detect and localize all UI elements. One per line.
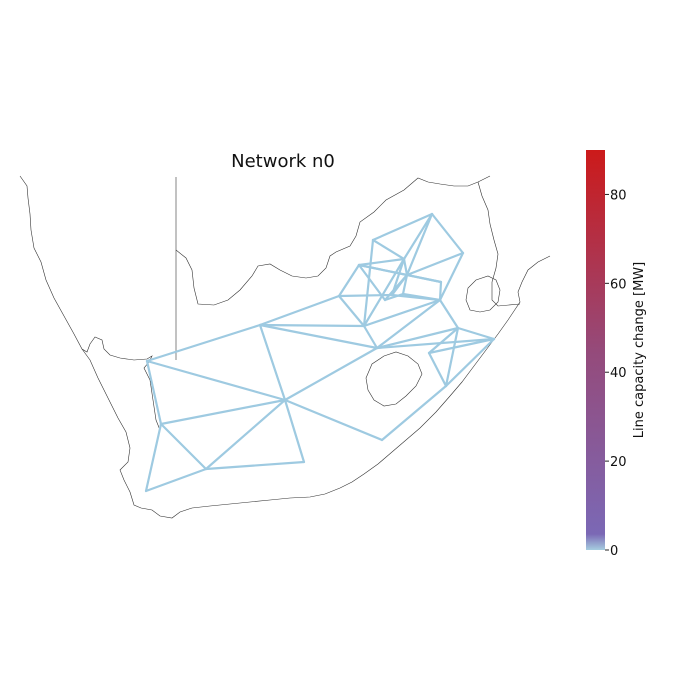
- transmission-line: [401, 273, 409, 296]
- transmission-line: [204, 398, 287, 471]
- colorbar-tick-label: 20: [610, 455, 627, 470]
- transmission-lines: [144, 212, 496, 493]
- colorbar-ticks: 0 20 40 60 80: [605, 188, 627, 559]
- transmission-line: [258, 323, 379, 350]
- transmission-line: [337, 263, 361, 298]
- transmission-line: [144, 422, 163, 493]
- transmission-line: [283, 398, 384, 442]
- transmission-line: [204, 460, 306, 471]
- transmission-line: [390, 257, 406, 297]
- transmission-line: [427, 326, 460, 355]
- transmission-line: [444, 337, 496, 388]
- transmission-line: [430, 212, 465, 255]
- transmission-line: [375, 326, 460, 350]
- transmission-line: [145, 359, 163, 426]
- transmission-line: [375, 337, 496, 350]
- transmission-line: [357, 263, 387, 302]
- transmission-line: [283, 346, 379, 402]
- transmission-line: [427, 351, 448, 388]
- transmission-line: [427, 337, 496, 355]
- transmission-line: [337, 294, 366, 328]
- transmission-line: [405, 273, 443, 284]
- transmission-line: [357, 257, 406, 267]
- transmission-line: [145, 359, 287, 402]
- transmission-line: [402, 212, 434, 261]
- transmission-line: [362, 298, 442, 328]
- colorbar-tick-label: 80: [610, 188, 627, 203]
- transmission-line: [444, 326, 460, 388]
- transmission-line: [362, 324, 379, 350]
- transmission-line: [438, 251, 465, 302]
- transmission-line: [380, 384, 448, 442]
- transmission-line: [145, 323, 262, 363]
- transmission-line: [159, 422, 208, 471]
- transmission-line: [375, 298, 442, 350]
- transmission-line: [371, 238, 406, 261]
- colorbar-tick-label: 0: [610, 544, 618, 559]
- transmission-line: [401, 292, 442, 302]
- transmission-line: [258, 323, 366, 328]
- map-title: Network n0: [231, 151, 335, 172]
- colorbar-gradient: [586, 150, 605, 550]
- transmission-line: [258, 323, 287, 402]
- transmission-line: [283, 398, 306, 464]
- transmission-line: [159, 398, 287, 426]
- transmission-line: [362, 257, 406, 328]
- colorbar-tick-label: 60: [610, 277, 627, 292]
- transmission-line: [258, 294, 341, 327]
- colorbar-label: Line capacity change [MW]: [632, 262, 647, 438]
- transmission-line: [144, 467, 208, 493]
- transmission-line: [362, 238, 375, 328]
- transmission-line: [438, 298, 460, 330]
- transmission-line: [402, 257, 409, 277]
- transmission-line: [337, 293, 394, 298]
- transmission-line: [405, 212, 434, 277]
- colorbar-tick-label: 40: [610, 366, 627, 381]
- transmission-line: [456, 326, 496, 341]
- coastline: [19, 175, 551, 519]
- transmission-line: [438, 280, 443, 302]
- transmission-line: [405, 251, 465, 277]
- transmission-line: [371, 212, 434, 242]
- colorbar: 0 20 40 60 80 Line capacity change [MW]: [586, 150, 647, 559]
- transmission-line: [390, 273, 409, 297]
